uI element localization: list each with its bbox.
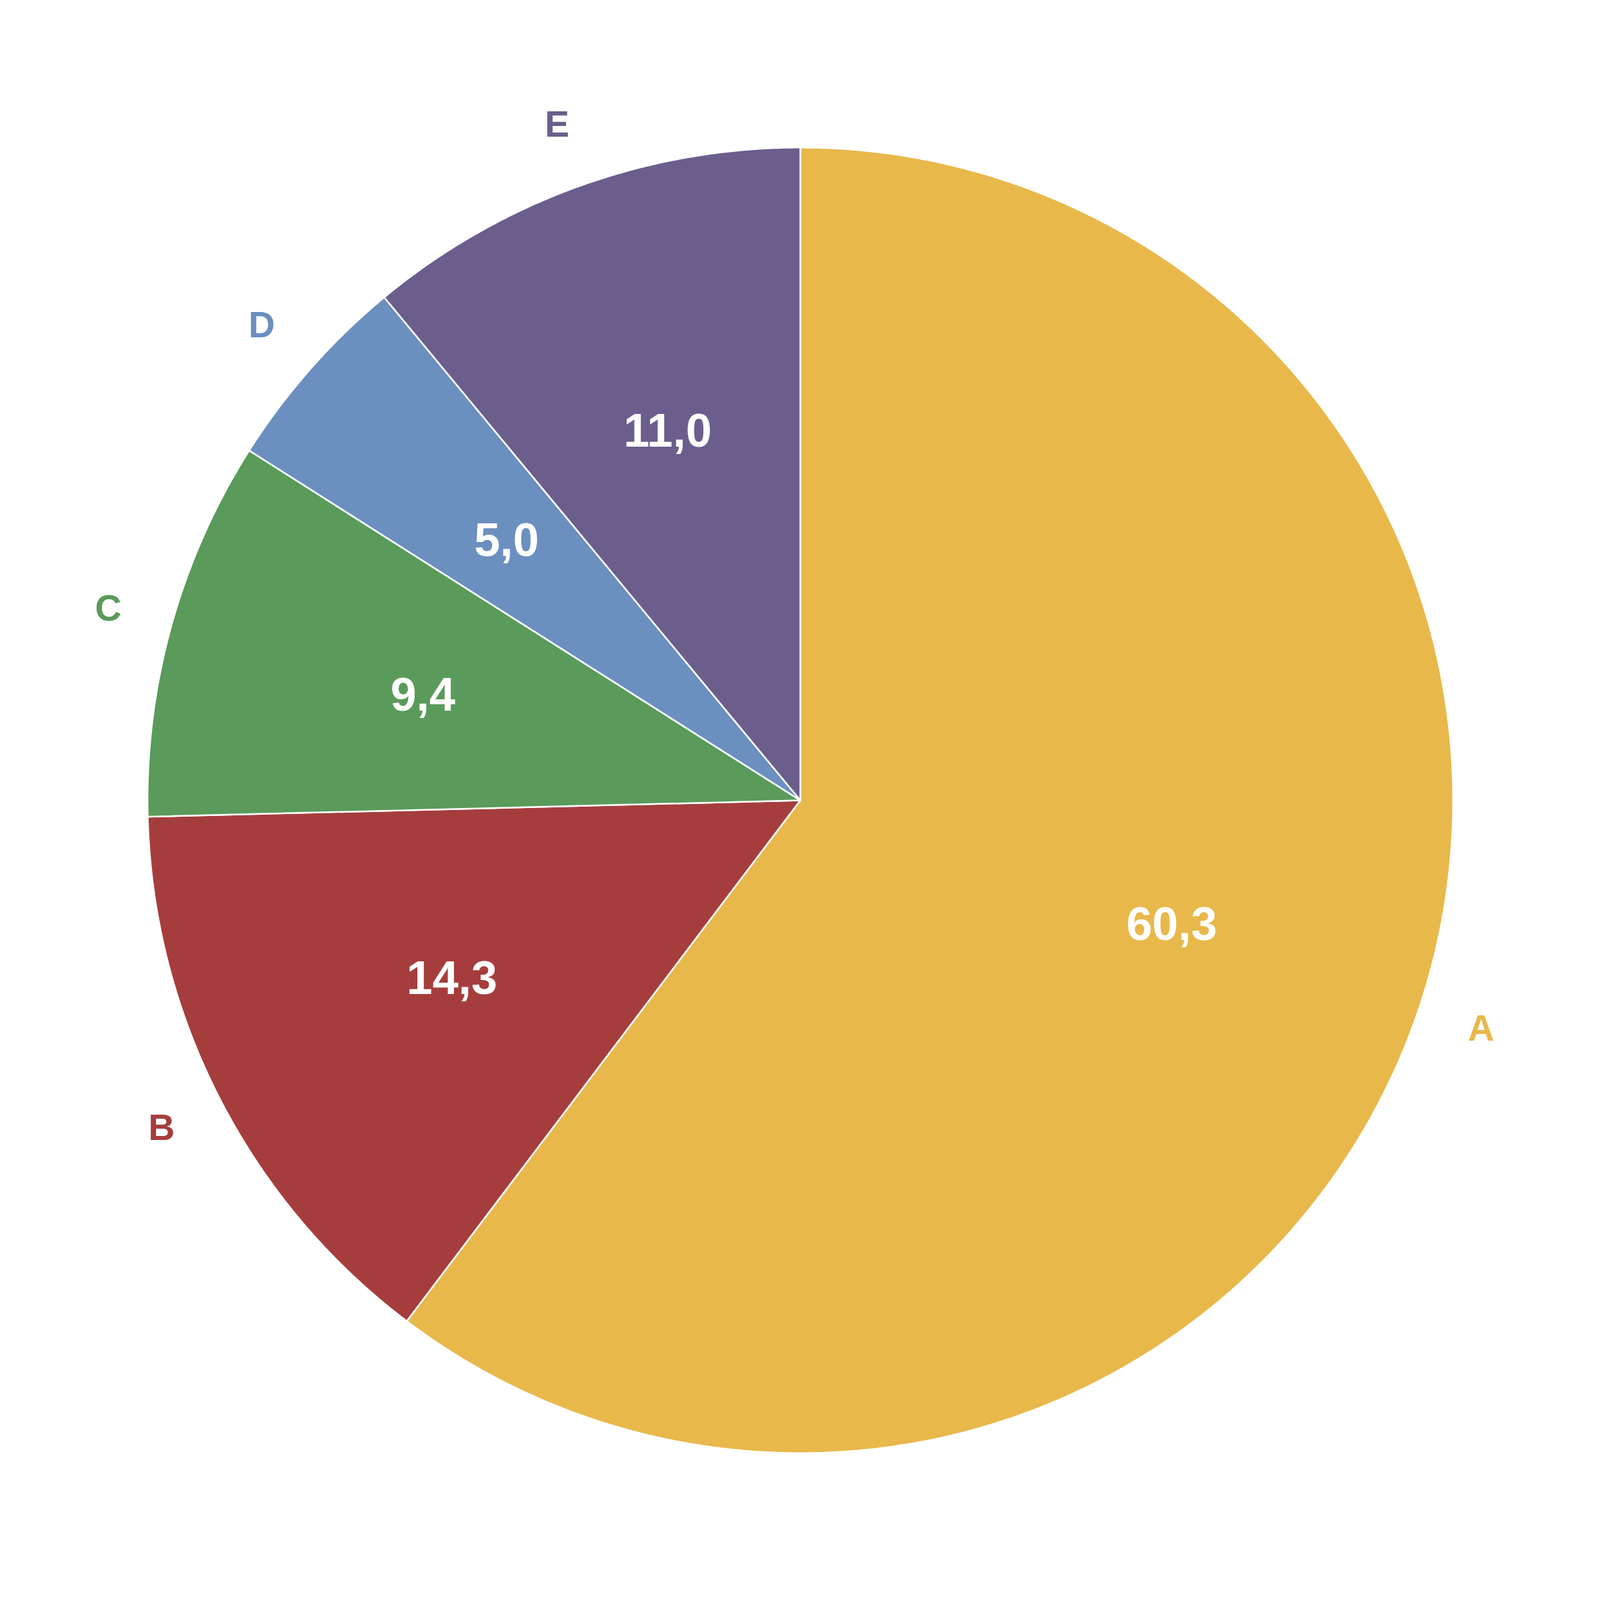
svg-text:E: E <box>544 103 570 145</box>
svg-text:9,4: 9,4 <box>390 668 456 721</box>
svg-text:60,3: 60,3 <box>1126 898 1217 950</box>
svg-text:A: A <box>1468 1007 1495 1049</box>
svg-text:C: C <box>95 587 122 629</box>
svg-text:B: B <box>148 1106 175 1148</box>
svg-text:14,3: 14,3 <box>406 952 498 1004</box>
svg-text:D: D <box>248 304 276 346</box>
svg-text:5,0: 5,0 <box>474 514 539 566</box>
svg-text:11,0: 11,0 <box>623 404 712 457</box>
